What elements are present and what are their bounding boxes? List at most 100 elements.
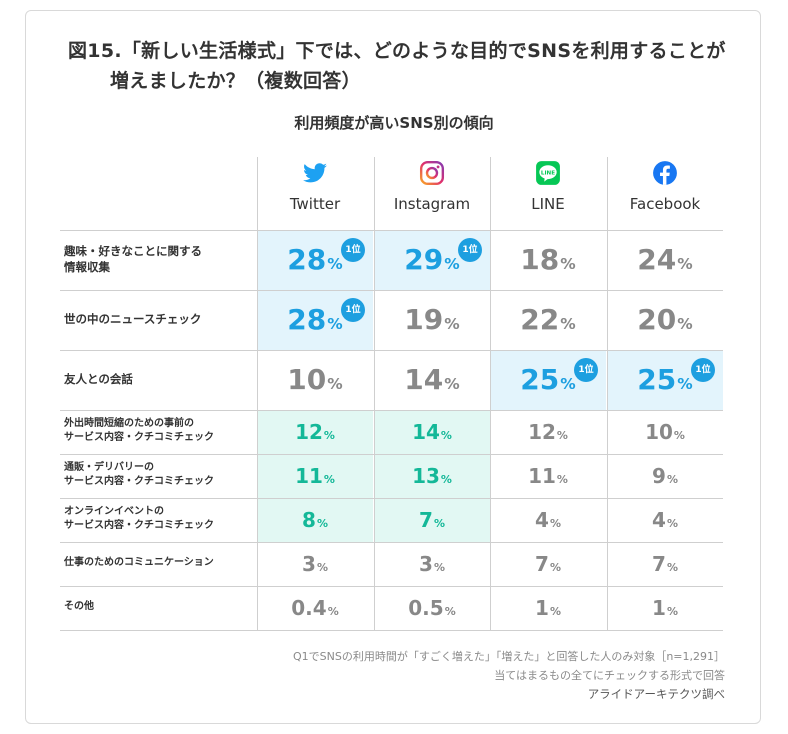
value-cell: 0.4% — [257, 596, 373, 620]
value-number: 11 — [528, 463, 556, 488]
value-number: 29 — [404, 242, 444, 276]
value-unit: % — [323, 472, 335, 486]
value-unit: % — [666, 560, 678, 574]
column-divider — [374, 157, 375, 630]
highlight-cell — [257, 454, 373, 498]
value-unit: % — [677, 374, 693, 393]
value-unit: % — [666, 604, 678, 618]
value-cell: 20% — [607, 303, 723, 336]
value-unit: % — [677, 314, 693, 333]
value-cell: 13% — [374, 464, 490, 488]
value-cell: 9% — [607, 464, 723, 488]
value-number: 24 — [637, 242, 677, 276]
rank-1-badge: 1位 — [574, 358, 598, 382]
value-number: 9 — [652, 463, 666, 488]
value-number: 22 — [520, 302, 560, 336]
value-unit: % — [560, 374, 576, 393]
highlight-cell — [374, 410, 490, 454]
row-divider — [60, 586, 723, 587]
footnote-target: Q1でSNSの利用時間が「すごく増えた」「増えた」と回答した人のみ対象［n=1,… — [292, 650, 725, 663]
value-unit: % — [327, 604, 339, 618]
value-unit: % — [560, 314, 576, 333]
column-header-line: LINE — [531, 195, 565, 213]
column-divider — [490, 157, 491, 630]
value-cell: 25% — [490, 363, 606, 396]
value-unit: % — [549, 560, 561, 574]
value-cell: 7% — [490, 552, 606, 576]
value-cell: 28% — [257, 303, 373, 336]
value-number: 8 — [302, 507, 316, 532]
value-cell: 4% — [607, 508, 723, 532]
row-label: 趣味・好きなことに関する 情報収集 — [64, 244, 202, 274]
value-number: 28 — [287, 242, 327, 276]
row-divider — [60, 230, 723, 231]
highlight-cell — [374, 454, 490, 498]
value-cell: 8% — [257, 508, 373, 532]
value-unit: % — [549, 516, 561, 530]
value-number: 10 — [287, 362, 327, 396]
value-cell: 7% — [607, 552, 723, 576]
value-number: 12 — [528, 419, 556, 444]
row-divider — [60, 410, 723, 411]
value-number: 20 — [637, 302, 677, 336]
value-cell: 18% — [490, 243, 606, 276]
value-number: 18 — [520, 242, 560, 276]
value-number: 25 — [637, 362, 677, 396]
line-icon: LINE — [535, 160, 561, 186]
row-divider — [60, 290, 723, 291]
table-subtitle: 利用頻度が高いSNS別の傾向 — [294, 114, 494, 132]
rank-1-badge: 1位 — [341, 238, 365, 262]
value-number: 4 — [535, 507, 549, 532]
highlight-cell — [374, 498, 490, 542]
column-divider — [607, 157, 608, 630]
value-unit: % — [666, 516, 678, 530]
svg-text:LINE: LINE — [541, 170, 555, 176]
value-number: 11 — [295, 463, 323, 488]
footnote-method: 当てはまるもの全てにチェックする形式で回答 — [494, 669, 725, 682]
column-header-facebook: Facebook — [629, 195, 701, 213]
value-cell: 14% — [374, 363, 490, 396]
title-line-2: 増えましたか？（複数回答） — [110, 70, 361, 92]
value-cell: 1% — [490, 596, 606, 620]
value-number: 7 — [419, 507, 433, 532]
value-unit: % — [316, 516, 328, 530]
value-unit: % — [327, 374, 343, 393]
row-divider — [60, 350, 723, 351]
value-cell: 11% — [490, 464, 606, 488]
value-number: 10 — [645, 419, 673, 444]
rank-1-badge: 1位 — [458, 238, 482, 262]
value-number: 4 — [652, 507, 666, 532]
value-number: 14 — [412, 419, 440, 444]
rank-1-badge: 1位 — [341, 298, 365, 322]
column-divider — [257, 157, 258, 630]
highlight-cell — [257, 410, 373, 454]
value-unit: % — [444, 314, 460, 333]
value-unit: % — [556, 472, 568, 486]
column-header-instagram: Instagram — [393, 195, 471, 213]
value-cell: 0.5% — [374, 596, 490, 620]
value-cell: 10% — [607, 420, 723, 444]
value-number: 7 — [535, 551, 549, 576]
row-label: 世の中のニュースチェック — [64, 312, 202, 326]
row-label: オンラインイベントの サービス内容・クチコミチェック — [64, 506, 214, 531]
value-unit: % — [316, 560, 328, 574]
value-cell: 22% — [490, 303, 606, 336]
value-number: 3 — [419, 551, 433, 576]
value-number: 0.4 — [291, 595, 327, 620]
value-unit: % — [560, 254, 576, 273]
value-cell: 19% — [374, 303, 490, 336]
footnote-source: アライドアーキテクツ調べ — [587, 687, 725, 701]
row-divider — [60, 454, 723, 455]
value-unit: % — [433, 516, 445, 530]
value-cell: 14% — [374, 420, 490, 444]
value-unit: % — [440, 428, 452, 442]
value-number: 1 — [652, 595, 666, 620]
value-cell: 25% — [607, 363, 723, 396]
value-unit: % — [444, 604, 456, 618]
row-divider — [60, 542, 723, 543]
title-line-1: 図15.「新しい生活様式」下では、どのような目的でSNSを利用することが — [68, 40, 726, 62]
value-number: 28 — [287, 302, 327, 336]
value-unit: % — [673, 428, 685, 442]
value-cell: 10% — [257, 363, 373, 396]
